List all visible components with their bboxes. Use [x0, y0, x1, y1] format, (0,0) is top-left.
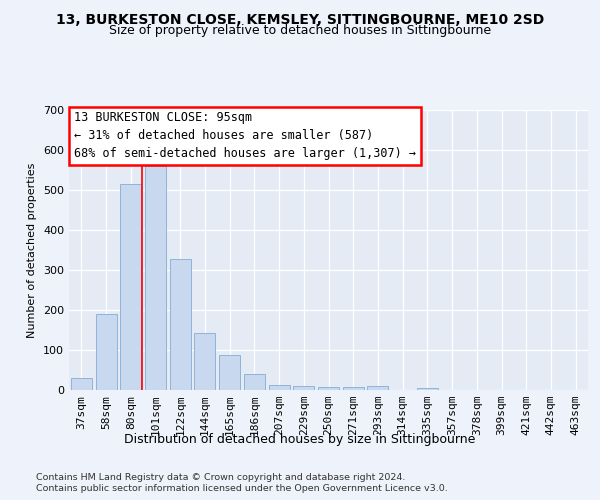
- Text: 13 BURKESTON CLOSE: 95sqm
← 31% of detached houses are smaller (587)
68% of semi: 13 BURKESTON CLOSE: 95sqm ← 31% of detac…: [74, 112, 416, 160]
- Y-axis label: Number of detached properties: Number of detached properties: [28, 162, 37, 338]
- Bar: [219, 355, 240, 390]
- Text: Contains HM Land Registry data © Crown copyright and database right 2024.: Contains HM Land Registry data © Crown c…: [36, 472, 406, 482]
- Bar: [244, 374, 265, 390]
- Bar: [417, 388, 438, 390]
- Bar: [194, 333, 215, 390]
- Bar: [95, 314, 116, 390]
- Text: Size of property relative to detached houses in Sittingbourne: Size of property relative to detached ho…: [109, 24, 491, 37]
- Text: Distribution of detached houses by size in Sittingbourne: Distribution of detached houses by size …: [124, 432, 476, 446]
- Bar: [343, 387, 364, 390]
- Text: Contains public sector information licensed under the Open Government Licence v3: Contains public sector information licen…: [36, 484, 448, 493]
- Bar: [71, 378, 92, 390]
- Bar: [367, 386, 388, 390]
- Bar: [269, 385, 290, 390]
- Text: 13, BURKESTON CLOSE, KEMSLEY, SITTINGBOURNE, ME10 2SD: 13, BURKESTON CLOSE, KEMSLEY, SITTINGBOU…: [56, 12, 544, 26]
- Bar: [145, 166, 166, 390]
- Bar: [293, 386, 314, 390]
- Bar: [170, 259, 191, 390]
- Bar: [120, 184, 141, 390]
- Bar: [318, 387, 339, 390]
